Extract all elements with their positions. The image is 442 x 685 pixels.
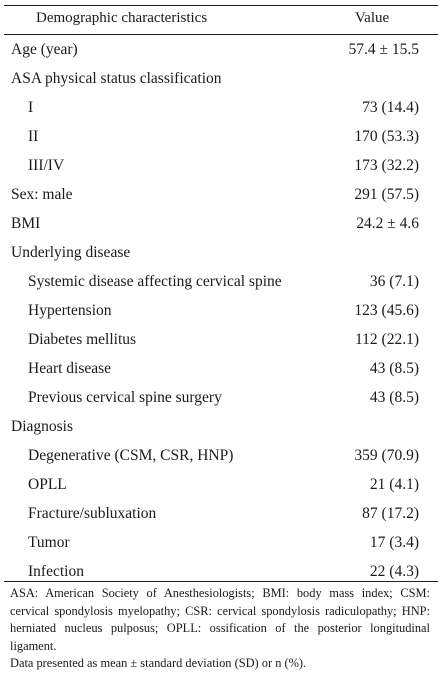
row-label: Systemic disease affecting cervical spin…	[28, 273, 282, 290]
row-value: 21 (4.1)	[369, 476, 419, 493]
row-value: 43 (8.5)	[369, 389, 419, 406]
row-label: Tumor	[28, 534, 70, 551]
row-value: 170 (53.3)	[354, 128, 419, 145]
row-label: ASA physical status classification	[11, 70, 222, 87]
table-footnotes: ASA: American Society of Anesthesiologis…	[10, 585, 430, 673]
table-row: Diagnosis	[0, 414, 442, 443]
table-header: Demographic characteristics Value	[0, 10, 442, 30]
row-value: 291 (57.5)	[354, 186, 419, 203]
row-value: 87 (17.2)	[362, 505, 419, 522]
row-value: 173 (32.2)	[354, 157, 419, 174]
row-label: Infection	[28, 563, 84, 580]
table-header-rule	[4, 34, 438, 35]
row-value: 112 (22.1)	[355, 331, 419, 348]
row-value: 73 (14.4)	[362, 99, 419, 116]
table-row: OPLL 21 (4.1)	[0, 472, 442, 501]
table-body: Age (year) 57.4 ± 15.5 ASA physical status…	[0, 37, 442, 588]
table-row: Diabetes mellitus 112 (22.1)	[0, 327, 442, 356]
row-value: 43 (8.5)	[369, 360, 419, 377]
row-label: Degenerative (CSM, CSR, HNP)	[28, 447, 234, 464]
row-value: 36 (7.1)	[369, 273, 419, 290]
header-value: Value	[355, 10, 390, 26]
row-label: BMI	[11, 215, 41, 232]
row-value: 123 (45.6)	[354, 302, 419, 319]
table-row: Sex: male 291 (57.5)	[0, 182, 442, 211]
row-value: 24.2 ± 4.6	[356, 215, 419, 232]
table-row: II 170 (53.3)	[0, 124, 442, 153]
table-row: Infection 22 (4.3)	[0, 559, 442, 588]
table-bottom-rule	[4, 581, 438, 582]
footnote-data-note: Data presented as mean ± standard deviat…	[10, 656, 307, 670]
table-row: Hypertension 123 (45.6)	[0, 298, 442, 327]
table-row: BMI 24.2 ± 4.6	[0, 211, 442, 240]
table-row: III/IV 173 (32.2)	[0, 153, 442, 182]
table-row: Tumor 17 (3.4)	[0, 530, 442, 559]
row-value: 17 (3.4)	[369, 534, 419, 551]
table-top-rule	[4, 5, 438, 6]
table-row: I 73 (14.4)	[0, 95, 442, 124]
table-row: Degenerative (CSM, CSR, HNP) 359 (70.9)	[0, 443, 442, 472]
footnote-abbreviations: ASA: American Society of Anesthesiologis…	[10, 586, 430, 653]
row-label: Age (year)	[11, 41, 78, 58]
table-row: Systemic disease affecting cervical spin…	[0, 269, 442, 298]
row-label: Diabetes mellitus	[28, 331, 137, 348]
row-label: Underlying disease	[11, 244, 131, 261]
row-label: III/IV	[28, 157, 65, 174]
row-value: 22 (4.3)	[369, 563, 419, 580]
row-label: Hypertension	[28, 302, 112, 319]
table-row: Underlying disease	[0, 240, 442, 269]
table-row: Previous cervical spine surgery 43 (8.5)	[0, 385, 442, 414]
row-label: Sex: male	[11, 186, 73, 203]
row-label: OPLL	[28, 476, 67, 493]
row-label: Previous cervical spine surgery	[28, 389, 222, 406]
row-label: II	[28, 128, 39, 145]
table-row: Heart disease 43 (8.5)	[0, 356, 442, 385]
row-label: I	[28, 99, 34, 116]
row-value: 57.4 ± 15.5	[348, 41, 419, 58]
header-characteristic: Demographic characteristics	[36, 10, 208, 26]
row-label: Diagnosis	[11, 418, 73, 435]
table-row: Fracture/subluxation 87 (17.2)	[0, 501, 442, 530]
row-label: Fracture/subluxation	[28, 505, 157, 522]
row-value: 359 (70.9)	[354, 447, 419, 464]
row-label: Heart disease	[28, 360, 112, 377]
table-row: ASA physical status classification	[0, 66, 442, 95]
table-row: Age (year) 57.4 ± 15.5	[0, 37, 442, 66]
